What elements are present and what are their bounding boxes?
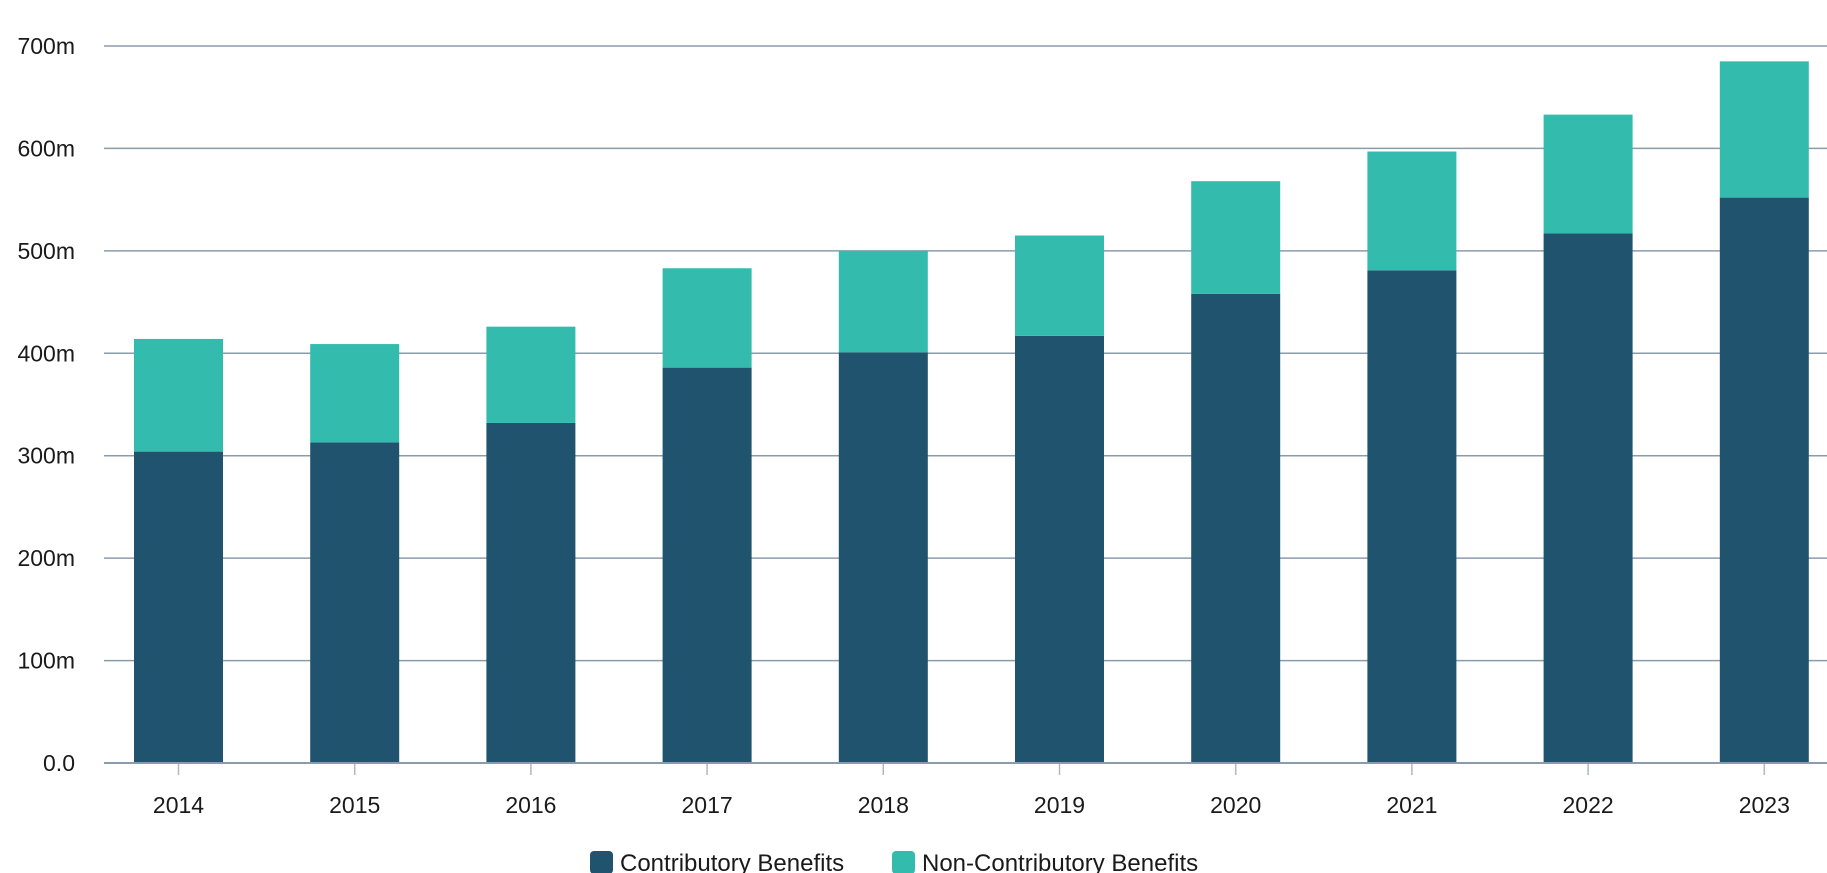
bar-non-contributory bbox=[1719, 61, 1809, 198]
bar-contributory bbox=[1719, 197, 1809, 763]
bar-contributory bbox=[838, 352, 928, 763]
legend-label: Non-Contributory Benefits bbox=[922, 850, 1198, 873]
bar-non-contributory bbox=[838, 250, 928, 353]
y-tick-label: 100m bbox=[17, 648, 75, 674]
legend-swatch bbox=[892, 851, 915, 873]
legend-item: Non-Contributory Benefits bbox=[892, 850, 1198, 873]
bar-contributory bbox=[662, 367, 752, 763]
bar-non-contributory bbox=[310, 344, 400, 443]
bar-non-contributory bbox=[486, 326, 576, 423]
y-tick-label: 500m bbox=[17, 238, 75, 264]
x-axis: 2014 2015 2016 2017 2018 2019 2020 2021 2022 2023 bbox=[104, 762, 1827, 818]
bar-contributory bbox=[486, 422, 576, 763]
y-tick-label: 0.0 bbox=[43, 750, 75, 776]
legend-label: Contributory Benefits bbox=[620, 850, 844, 873]
x-tick-label: 2015 bbox=[329, 792, 380, 818]
x-tick-label: 2014 bbox=[153, 792, 204, 818]
legend-item: Contributory Benefits bbox=[590, 850, 844, 873]
y-tick-label: 700m bbox=[17, 33, 75, 59]
bar-non-contributory bbox=[1015, 235, 1104, 336]
x-tick-label: 2020 bbox=[1210, 792, 1261, 818]
x-tick-label: 2018 bbox=[858, 792, 909, 818]
x-tick-label: 2019 bbox=[1034, 792, 1085, 818]
bar-contributory bbox=[1015, 335, 1104, 763]
bar-non-contributory bbox=[134, 338, 223, 452]
y-tick-label: 400m bbox=[17, 340, 75, 366]
bar-non-contributory bbox=[1191, 181, 1281, 294]
bars bbox=[134, 61, 1809, 764]
bar-non-contributory bbox=[662, 268, 752, 368]
y-tick-label: 200m bbox=[17, 545, 75, 571]
bar-contributory bbox=[1191, 293, 1281, 763]
y-tick-label: 600m bbox=[17, 135, 75, 161]
x-tick-label: 2021 bbox=[1386, 792, 1437, 818]
legend: Contributory Benefits Non-Contributory Be… bbox=[590, 850, 1198, 873]
bar-contributory bbox=[1367, 270, 1457, 763]
y-tick-label: 300m bbox=[17, 443, 75, 469]
bar-non-contributory bbox=[1543, 114, 1633, 234]
bar-non-contributory bbox=[1367, 151, 1457, 271]
x-tick-label: 2017 bbox=[682, 792, 733, 818]
y-axis-tick-labels: 0.0 100m 200m 300m 400m 500m 600m 700m bbox=[17, 33, 75, 776]
legend-swatch bbox=[590, 851, 613, 873]
bar-contributory bbox=[1543, 233, 1633, 764]
x-tick-label: 2022 bbox=[1563, 792, 1614, 818]
bar-contributory bbox=[310, 442, 400, 763]
x-tick-label: 2016 bbox=[505, 792, 556, 818]
x-tick-label: 2023 bbox=[1739, 792, 1790, 818]
bar-contributory bbox=[134, 451, 223, 763]
